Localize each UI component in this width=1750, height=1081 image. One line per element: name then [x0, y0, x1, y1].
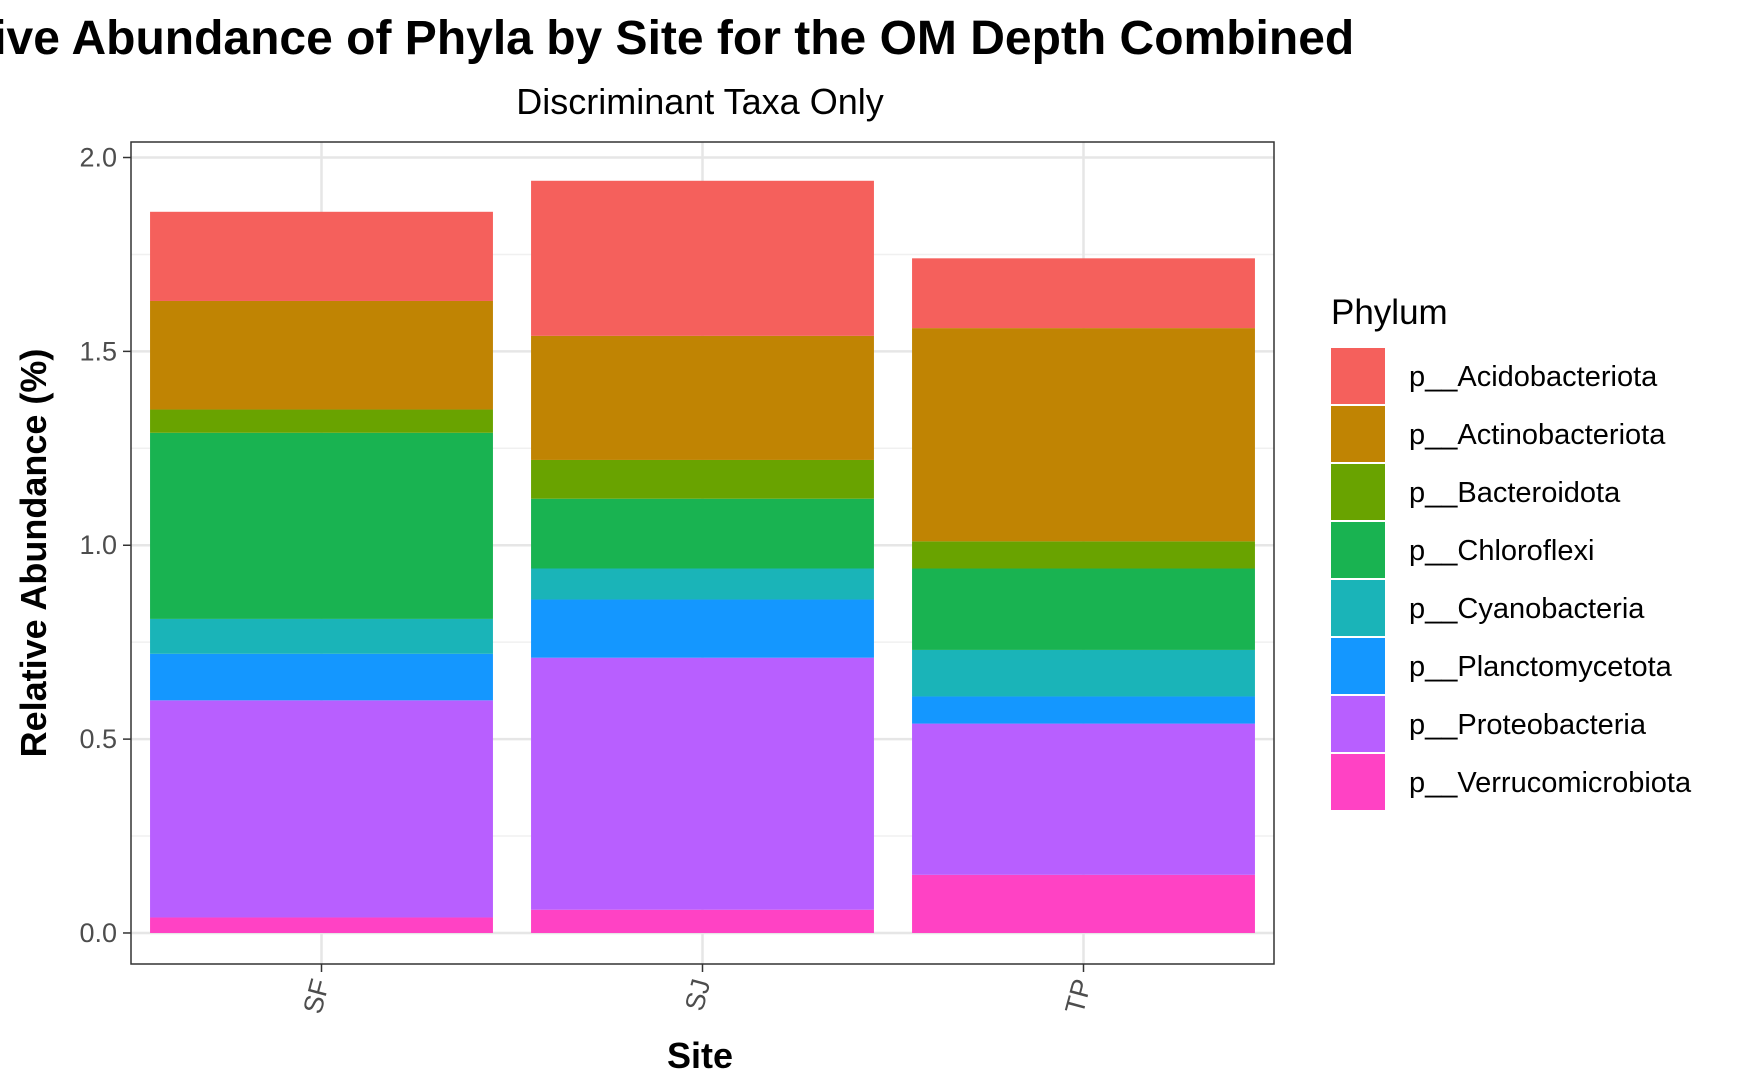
bar-segment [912, 328, 1255, 542]
bars [150, 180, 1255, 933]
legend-key [1331, 522, 1385, 578]
legend-key [1331, 580, 1385, 636]
bar-segment [150, 618, 493, 654]
x-axis: SF SJ TP [297, 964, 1097, 1017]
legend-key [1331, 638, 1385, 694]
bar-segment [912, 258, 1255, 329]
legend-label: p__Actinobacteriota [1409, 419, 1666, 451]
y-axis-title: Relative Abundance (%) [13, 349, 54, 758]
y-tick-label: 0.0 [79, 918, 117, 948]
y-tick-label: 1.0 [79, 530, 117, 560]
y-tick-label: 0.5 [79, 724, 117, 754]
legend-label: p__Acidobacteriota [1409, 361, 1658, 393]
bar-segment [531, 459, 874, 499]
bar-segment [531, 568, 874, 600]
chart-subtitle: Discriminant Taxa Only [516, 81, 883, 122]
bar-segment [531, 657, 874, 910]
x-axis-title: Site [667, 1035, 733, 1076]
bar-segment [150, 300, 493, 410]
legend-label: p__Chloroflexi [1409, 535, 1594, 567]
legend-title: Phylum [1331, 293, 1448, 332]
bar-segment [912, 541, 1255, 569]
bar-segment [531, 180, 874, 336]
bar-segment [150, 432, 493, 619]
legend-items: p__Acidobacteriota p__Actinobacteriota p__… [1331, 348, 1692, 810]
x-tick-label: SF [297, 976, 335, 1017]
bar-segment [150, 917, 493, 933]
legend-key [1331, 464, 1385, 520]
bar-segment [912, 723, 1255, 875]
legend-key [1331, 754, 1385, 810]
plot-panel [130, 141, 1275, 965]
bar-segment [912, 696, 1255, 724]
bar-segment [912, 649, 1255, 697]
bar-segment [150, 211, 493, 301]
legend-key [1331, 406, 1385, 462]
bar-segment [150, 700, 493, 918]
legend-key [1331, 348, 1385, 404]
bar-segment [912, 874, 1255, 933]
x-tick-label: SJ [679, 976, 716, 1014]
legend-label: p__Proteobacteria [1409, 709, 1647, 741]
legend-label: p__Planctomycetota [1409, 651, 1673, 683]
y-tick-label: 1.5 [79, 336, 117, 366]
y-tick-label: 2.0 [79, 143, 117, 173]
y-axis: 0.0 0.5 1.0 1.5 2.0 [79, 143, 131, 948]
bar-segment [531, 498, 874, 569]
legend-key [1331, 696, 1385, 752]
bar-segment [531, 335, 874, 460]
legend-label: p__Cyanobacteria [1409, 593, 1645, 625]
x-tick-label: TP [1059, 976, 1097, 1017]
legend-label: p__Bacteroidota [1409, 477, 1621, 509]
legend-label: p__Verrucomicrobiota [1409, 767, 1692, 799]
bar-segment [912, 568, 1255, 650]
bar-segment [150, 409, 493, 433]
legend: Phylum p__Acidobacteriota p__Actinobacter… [1331, 293, 1692, 810]
bar-segment [531, 599, 874, 658]
chart-title: Relative Abundance of Phyla by Site for … [0, 12, 1354, 65]
bar-segment [150, 653, 493, 701]
bar-segment [531, 909, 874, 933]
